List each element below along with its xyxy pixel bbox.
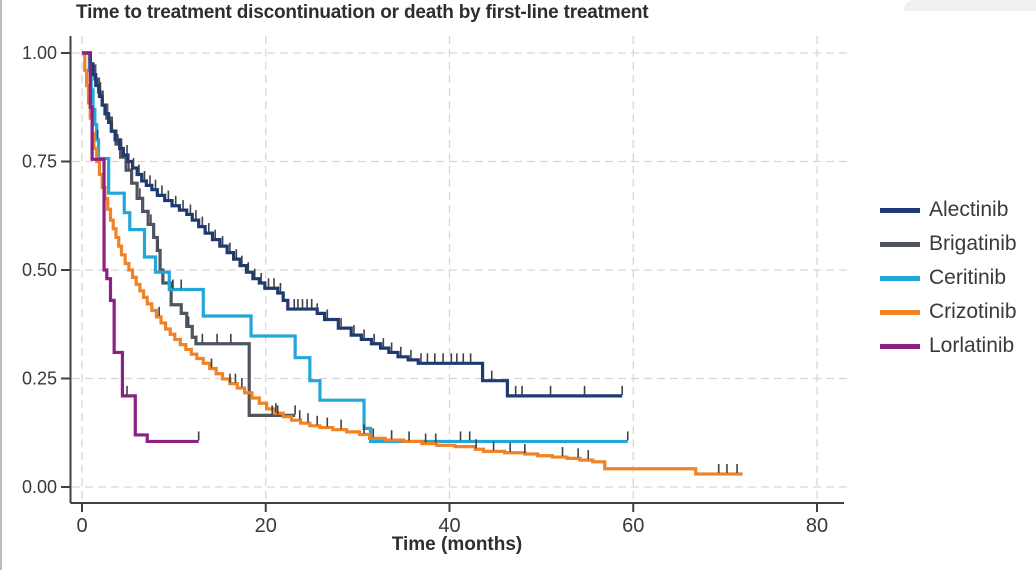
y-tick-label: 0.75	[22, 152, 57, 172]
legend-swatch-ceritinib	[880, 275, 920, 281]
legend-item-crizotinib: Crizotinib	[880, 295, 1017, 329]
x-tick-label: 40	[438, 515, 460, 537]
legend-swatch-brigatinib	[880, 241, 920, 247]
series-line-alectinib	[82, 51, 623, 398]
legend-swatch-crizotinib	[880, 309, 920, 315]
legend-item-ceritinib: Ceritinib	[880, 261, 1017, 295]
legend-swatch-lorlatinib	[880, 343, 920, 349]
legend-label: Alectinib	[929, 198, 1009, 221]
y-tick-label: 0.25	[22, 369, 57, 389]
y-tick-label: 0.00	[22, 477, 57, 497]
legend-swatch-alectinib	[880, 207, 920, 213]
card-corner-decoration	[904, 0, 1036, 11]
legend: Alectinib Brigatinib Ceritinib Crizotinib Lo…	[880, 193, 1017, 363]
legend-label: Ceritinib	[929, 266, 1007, 289]
legend-item-lorlatinib: Lorlatinib	[880, 329, 1017, 363]
series-line-crizotinib	[82, 51, 743, 476]
x-axis-label: Time (months)	[391, 534, 523, 555]
x-tick-label: 20	[255, 515, 277, 537]
legend-label: Brigatinib	[929, 232, 1017, 255]
series-line-lorlatinib	[82, 51, 199, 444]
y-tick-label: 0.50	[22, 260, 57, 280]
legend-label: Lorlatinib	[929, 334, 1015, 357]
series-line-brigatinib	[82, 51, 296, 417]
x-tick-label: 80	[806, 515, 828, 537]
x-tick-label: 60	[622, 515, 644, 537]
legend-label: Crizotinib	[929, 300, 1017, 323]
series-line-ceritinib	[82, 51, 628, 444]
chart-title: Time to treatment discontinuation or dea…	[76, 2, 649, 23]
x-tick-label: 0	[76, 515, 87, 537]
legend-item-alectinib: Alectinib	[880, 193, 1017, 227]
legend-item-brigatinib: Brigatinib	[880, 227, 1017, 261]
y-tick-label: 1.00	[22, 43, 57, 63]
